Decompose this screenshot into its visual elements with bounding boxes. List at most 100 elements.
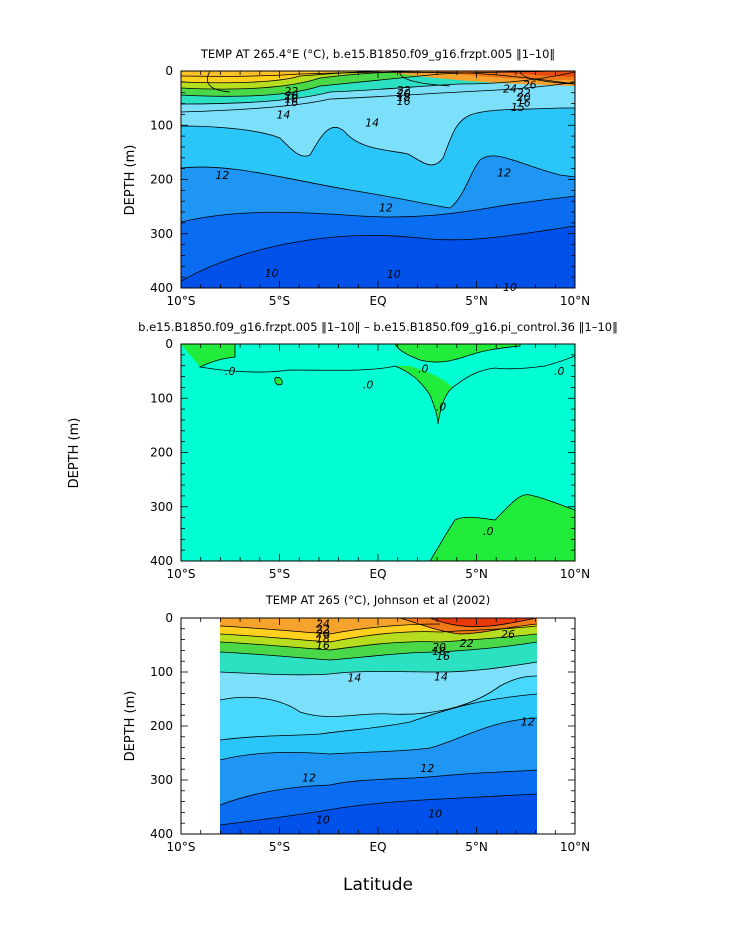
- contour-label: 16: [316, 639, 330, 652]
- panel-2-title: b.e15.B1850.f09_g16.frzpt.005 ‖1–10‖ – b…: [138, 320, 618, 334]
- contour-label: .0: [436, 400, 447, 413]
- x-tick-label: 5°N: [465, 840, 488, 854]
- contour-label: 16: [284, 96, 298, 109]
- contour-label: 10: [428, 807, 442, 820]
- contour-label: 18: [432, 645, 446, 658]
- panel-1-title: TEMP AT 265.4°E (°C), b.e15.B1850.f09_g1…: [200, 47, 555, 61]
- contour-label: 22: [316, 623, 330, 636]
- x-tick-label: 10°S: [167, 840, 196, 854]
- contour-label: .0: [418, 362, 429, 375]
- contour-label: 16: [436, 650, 450, 663]
- contour-label: 12: [420, 762, 434, 775]
- fill-band-27: [490, 71, 575, 77]
- contour-label: 12: [302, 771, 316, 784]
- contour-label: 22: [284, 85, 298, 98]
- fill-positive-plume: [395, 366, 452, 424]
- contour-label: 12: [215, 169, 229, 182]
- ticks-panel-2: 10°S 5°S EQ 5°N 10°N 0 100 200 300 400: [150, 337, 590, 581]
- y-tick-label: 100: [150, 391, 173, 405]
- x-tick-label: 10°N: [560, 840, 590, 854]
- y-tick-label: 200: [150, 173, 173, 187]
- contour-label: 14: [434, 670, 448, 683]
- x-tick-label: 5°S: [269, 840, 290, 854]
- panel-2-fill: [181, 344, 575, 561]
- contour-label: 24: [503, 82, 517, 95]
- x-tick-label: 10°S: [167, 567, 196, 581]
- y-tick-label: 400: [150, 827, 173, 841]
- x-tick-label: 5°S: [269, 567, 290, 581]
- contour-label: 26: [523, 79, 537, 92]
- contour-label: .0: [225, 365, 236, 378]
- contour-label: 10: [265, 267, 279, 280]
- y-tick-label: 400: [150, 554, 173, 568]
- contour-label: 12: [497, 166, 511, 179]
- contour-label: 16: [517, 96, 531, 109]
- x-tick-label: 5°S: [269, 294, 290, 308]
- contour-label: 18: [284, 93, 298, 106]
- x-tick-label: EQ: [369, 840, 386, 854]
- fill-band-9: [181, 226, 575, 288]
- contour-label: 22: [517, 87, 531, 100]
- x-axis-title: Latitude: [343, 875, 413, 895]
- x-tick-label: 5°N: [465, 567, 488, 581]
- contour-label: 10: [503, 281, 517, 294]
- x-tick-label: 10°S: [167, 294, 196, 308]
- y-tick-label: 300: [150, 500, 173, 514]
- contour-label: 24: [316, 617, 330, 630]
- contour-label: 22: [460, 637, 474, 650]
- contour-label: 20: [517, 91, 531, 104]
- fill-positive-wedge: [395, 344, 520, 363]
- y-tick-label: 100: [150, 118, 173, 132]
- contour-label: 20: [397, 87, 411, 100]
- y-tick-label: 300: [150, 773, 173, 787]
- ticks-panel-1: 10°S 5°S EQ 5°N 10°N 0 100 200 300 400: [150, 64, 590, 308]
- contour-label: 20: [284, 89, 298, 102]
- contour-label: .0: [554, 365, 565, 378]
- panel-2-contours: [198, 344, 575, 561]
- y-tick-label: 200: [150, 446, 173, 460]
- panel-1-ylabel: DEPTH (m): [123, 145, 138, 216]
- contour-label: 20: [432, 641, 446, 654]
- contour-label: .0: [363, 379, 374, 392]
- ticks-panel-3: 10°S 5°S EQ 5°N 10°N 0 100 200 300 400: [150, 611, 590, 854]
- y-tick-label: 200: [150, 719, 173, 733]
- y-tick-label: 400: [150, 281, 173, 295]
- panel-1-fill: [181, 71, 575, 288]
- contour-label: 10: [316, 813, 330, 826]
- y-tick-label: 0: [165, 64, 173, 78]
- x-tick-label: EQ: [369, 567, 386, 581]
- contour-label: 12: [521, 716, 535, 729]
- panel-3-contours: [219, 618, 538, 826]
- contour-labels-panel-2: .0 .0 .0 .0 .0 .0: [225, 362, 565, 538]
- contour-label: 18: [397, 91, 411, 104]
- contour-label: 26: [501, 628, 515, 641]
- contour-label: 10: [387, 268, 401, 281]
- fill-band-9: [220, 794, 537, 834]
- contour-label: .0: [483, 525, 494, 538]
- y-tick-label: 0: [165, 611, 173, 625]
- contour-label: 20: [316, 628, 330, 641]
- contour-label: 12: [379, 202, 393, 215]
- x-tick-label: 10°N: [560, 567, 590, 581]
- contour-label: 14: [365, 117, 379, 130]
- fill-positive-blob: [274, 377, 283, 385]
- y-tick-label: 100: [150, 665, 173, 679]
- contour-label: 16: [397, 95, 411, 108]
- contour-label: 18: [316, 633, 330, 646]
- x-tick-label: EQ: [369, 294, 386, 308]
- panel-3-title: TEMP AT 265 (°C), Johnson et al (2002): [265, 593, 490, 607]
- x-tick-label: 10°N: [560, 294, 590, 308]
- x-tick-label: 5°N: [465, 294, 488, 308]
- y-tick-label: 300: [150, 227, 173, 241]
- contour-label: 15: [511, 101, 525, 114]
- panel-3-ylabel: DEPTH (m): [123, 691, 138, 762]
- fill-positive-bottom: [430, 494, 575, 561]
- contour-label: 14: [276, 108, 290, 121]
- panel-2-ylabel: DEPTH (m): [67, 418, 82, 489]
